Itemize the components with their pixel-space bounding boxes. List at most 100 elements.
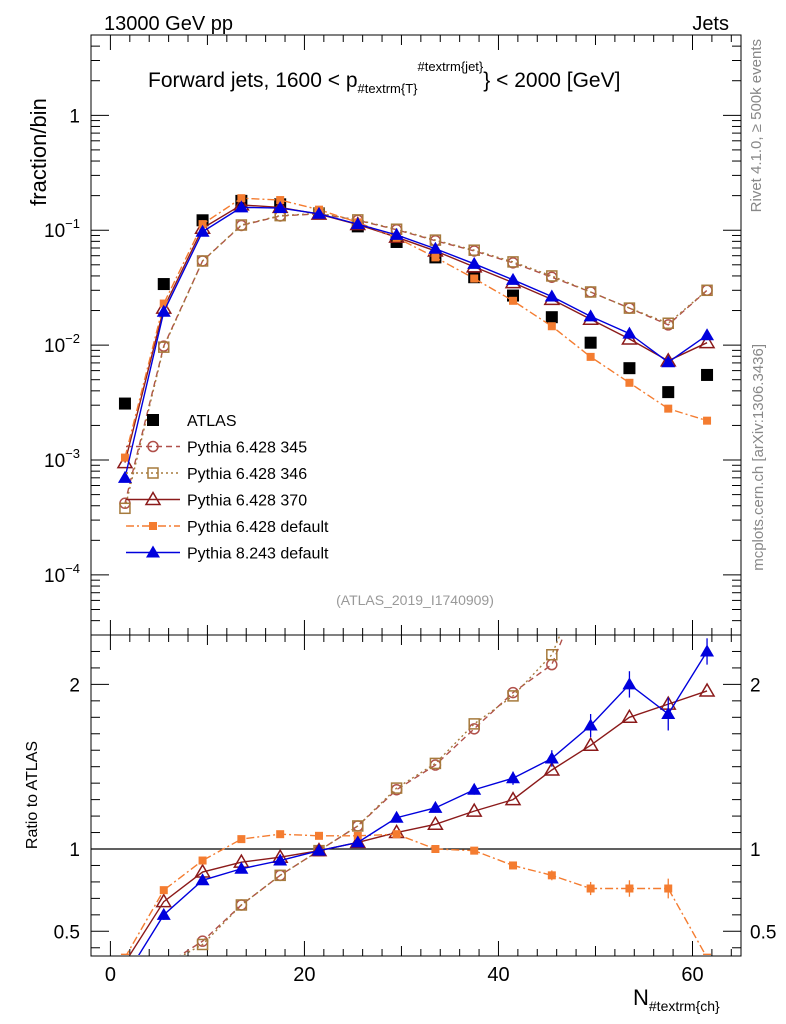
data-point [582, 736, 599, 752]
main-axis-ticks: 110−110−210−310−4 [44, 34, 741, 636]
series-line [138, 651, 708, 955]
y-tick-base: 10 [44, 336, 65, 357]
main-y-axis-label: fraction/bin [26, 98, 51, 206]
data-point [311, 206, 326, 219]
data-point [119, 502, 131, 515]
data-point [429, 757, 442, 770]
data-point [664, 404, 673, 413]
data-point [543, 761, 561, 776]
y-tick-exponent: −1 [65, 216, 80, 231]
legend-item: ATLAS [147, 413, 237, 430]
legend-marker [144, 491, 162, 506]
x-tick-label: 20 [293, 964, 315, 986]
x-axis-label-base: N [633, 985, 649, 1010]
data-point [546, 649, 558, 661]
data-point [118, 397, 131, 410]
data-point [273, 201, 288, 214]
data-point [586, 564, 596, 574]
data-point [427, 815, 444, 831]
data-point [547, 871, 556, 880]
series-pythia-6-428-346 [119, 207, 713, 515]
series-atlas [118, 194, 714, 410]
data-point [237, 194, 246, 203]
title-prefix: Forward jets, 1600 < p [148, 69, 358, 92]
y-tick-base: 10 [44, 451, 65, 472]
data-point [389, 810, 404, 823]
ratio-y-tick-label-left: 0.5 [54, 922, 80, 943]
series-pythia-6-428-default [120, 830, 712, 955]
data-point [468, 718, 480, 730]
legend-item: Pythia 6.428 default [126, 519, 329, 536]
data-point [703, 416, 712, 425]
x-tick-label: 40 [487, 964, 509, 986]
data-point [159, 961, 169, 971]
analysis-watermark: (ATLAS_2019_I1740909) [336, 592, 494, 608]
data-point [583, 718, 598, 731]
data-point [584, 286, 597, 298]
data-point [586, 884, 595, 893]
y-tick-label: 10−3 [44, 446, 80, 472]
data-point [662, 386, 675, 399]
data-point [546, 270, 558, 282]
data-point [586, 352, 595, 361]
data-point [507, 289, 520, 302]
series-line [128, 690, 708, 955]
data-point [120, 986, 130, 996]
x-axis-label-subscript: #textrm{ch} [649, 998, 720, 1014]
title-superscript: #textrm{jet} [418, 59, 484, 74]
legend-item: Pythia 6.428 370 [126, 491, 307, 510]
data-point [470, 846, 479, 855]
data-point [625, 378, 634, 387]
data-point [624, 465, 634, 475]
data-point [314, 831, 323, 840]
ratio-y-tick-label-right: 0.5 [750, 922, 776, 943]
data-point [506, 771, 521, 784]
x-tick-label: 0 [105, 964, 116, 986]
data-point [698, 682, 716, 697]
data-point [467, 256, 482, 269]
legend-label: Pythia 6.428 default [187, 519, 329, 536]
ratio-y-tick-label-left: 1 [69, 840, 80, 861]
y-tick-label: 10−2 [44, 331, 80, 357]
data-point [273, 853, 288, 866]
legend-marker [147, 414, 159, 426]
data-point [703, 953, 712, 955]
series-pythia-6-428-345 [119, 208, 713, 510]
series-line [125, 833, 707, 955]
ratio-axis-ticks: 0.5 0.51 12 20 20 40 60 [54, 635, 776, 986]
data-point [196, 938, 209, 951]
data-point [195, 224, 210, 237]
data-point [235, 219, 248, 232]
data-point [195, 873, 210, 886]
data-point [390, 782, 403, 794]
legend-marker [146, 545, 160, 558]
data-point [622, 326, 637, 339]
data-point [431, 845, 440, 853]
data-point [701, 284, 713, 297]
data-point [352, 820, 364, 832]
header-right: Jets [692, 13, 729, 35]
data-point [235, 219, 248, 231]
data-point [350, 835, 365, 848]
data-point [584, 336, 597, 349]
data-point [157, 278, 170, 291]
data-point [623, 302, 636, 314]
y-tick-label: 10−4 [44, 561, 80, 587]
series-line [124, 204, 708, 463]
data-point [507, 256, 519, 268]
ratio-y-tick-label-left: 2 [69, 675, 80, 696]
data-point [468, 244, 480, 256]
data-point [700, 644, 715, 657]
legend-marker [147, 467, 159, 479]
rivet-label: Rivet 4.1.0, ≥ 500k events [748, 39, 765, 212]
legend-label: Pythia 6.428 370 [187, 493, 307, 510]
data-point [701, 368, 714, 381]
data-point [700, 328, 715, 341]
data-point [509, 296, 518, 305]
data-point [507, 690, 519, 702]
data-point [276, 196, 285, 205]
main-series-layer [116, 194, 716, 515]
legend-label: Pythia 6.428 346 [187, 466, 307, 483]
ratio-y-axis-label: Ratio to ATLAS [24, 741, 41, 849]
